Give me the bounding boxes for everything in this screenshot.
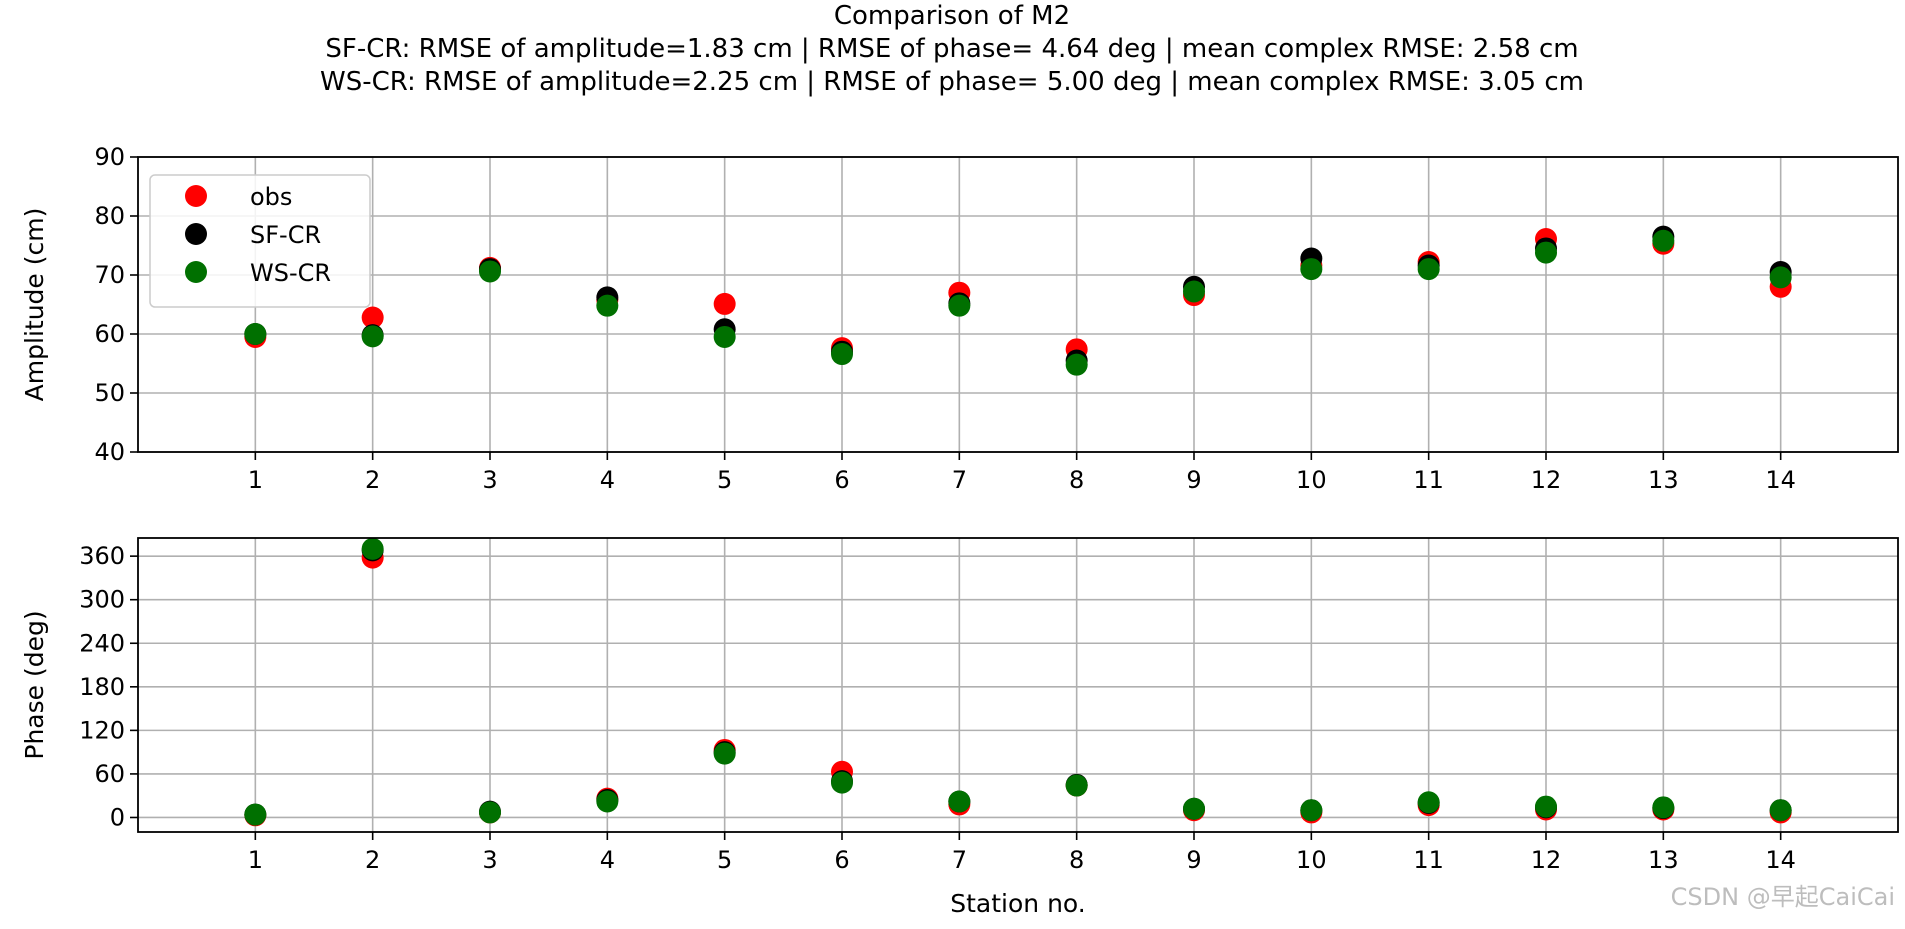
amplitude-point-ws-cr-3 [479, 260, 501, 283]
watermark: CSDN @早起CaiCai [1671, 883, 1895, 911]
amplitude-point-ws-cr-14 [1769, 266, 1792, 289]
phase-point-ws-cr-12 [1535, 795, 1557, 818]
legend-label-obs: obs [250, 183, 292, 211]
amplitude-xtick-label-13: 13 [1648, 466, 1679, 494]
phase-point-ws-cr-6 [831, 771, 853, 794]
amplitude-point-ws-cr-9 [1183, 280, 1205, 303]
phase-ylabel: Phase (deg) [20, 610, 49, 759]
phase-xtick-label-1: 1 [248, 846, 263, 874]
phase-ytick-label-60: 60 [94, 760, 125, 788]
phase-series-ws-cr [244, 537, 1792, 826]
phase-xtick-label-2: 2 [365, 846, 380, 874]
phase-point-ws-cr-5 [713, 742, 736, 765]
amplitude-xtick-label-8: 8 [1069, 466, 1084, 494]
amplitude-ylabel: Amplitude (cm) [20, 208, 49, 402]
amplitude-xtick-label-5: 5 [717, 466, 732, 494]
amplitude-ytick-label-70: 70 [94, 261, 125, 289]
phase-xtick-label-3: 3 [482, 846, 497, 874]
phase-point-ws-cr-14 [1769, 799, 1792, 822]
amplitude-axes-frame [137, 156, 1899, 453]
amplitude-point-ws-cr-1 [244, 323, 267, 345]
legend-marker-obs [185, 185, 207, 207]
amplitude-xtick-label-3: 3 [482, 466, 497, 494]
amplitude-xtick-label-6: 6 [834, 466, 849, 494]
phase-xtick-label-8: 8 [1069, 846, 1084, 874]
amplitude-point-ws-cr-10 [1300, 258, 1323, 281]
phase-xtick-label-5: 5 [717, 846, 732, 874]
phase-ytick-label-0: 0 [110, 803, 125, 831]
phase-point-ws-cr-9 [1183, 797, 1205, 820]
phase-ytick-label-240: 240 [79, 629, 125, 657]
phase-xlabel: Station no. [950, 889, 1085, 918]
phase-series-sf-cr [244, 539, 1792, 826]
phase-xtick-label-6: 6 [834, 846, 849, 874]
legend: obs SF-CR WS-CR [149, 174, 371, 308]
phase-point-ws-cr-8 [1065, 774, 1088, 797]
phase-xtick-label-4: 4 [600, 846, 615, 874]
amplitude-ytick-label-60: 60 [94, 320, 125, 348]
title-line-3: WS-CR: RMSE of amplitude=2.25 cm | RMSE … [320, 67, 1584, 97]
phase-point-ws-cr-3 [479, 801, 501, 824]
phase-ytick-label-300: 300 [79, 586, 125, 614]
phase-xtick-label-10: 10 [1296, 846, 1327, 874]
phase-xtick-label-9: 9 [1186, 846, 1201, 874]
phase-ytick-label-360: 360 [79, 542, 125, 570]
amplitude-point-ws-cr-2 [361, 325, 384, 348]
amplitude-xtick-label-1: 1 [248, 466, 263, 494]
title-line-1: Comparison of M2 [834, 1, 1070, 31]
amplitude-point-ws-cr-8 [1065, 353, 1088, 376]
phase-xtick-label-11: 11 [1413, 846, 1444, 874]
phase-axes-frame [137, 537, 1899, 833]
amplitude-series-obs [244, 228, 1792, 361]
amplitude-xtick-label-4: 4 [600, 466, 615, 494]
amplitude-ytick-label-90: 90 [94, 143, 125, 171]
amplitude-xtick-label-11: 11 [1413, 466, 1444, 494]
figure-title: Comparison of M2 SF-CR: RMSE of amplitud… [320, 1, 1584, 97]
phase-xtick-label-14: 14 [1765, 846, 1796, 874]
amplitude-point-ws-cr-6 [831, 343, 853, 366]
amplitude-point-ws-cr-7 [948, 294, 971, 317]
amplitude-point-ws-cr-12 [1535, 241, 1557, 264]
phase-panel: 1 2 3 4 5 6 7 8 9 10 11 12 13 14060120180240300360Pha… [20, 537, 1899, 918]
phase-point-ws-cr-7 [948, 790, 971, 813]
amplitude-xtick-label-9: 9 [1186, 466, 1201, 494]
amplitude-series-sf-cr [244, 225, 1792, 372]
amplitude-xtick-label-2: 2 [365, 466, 380, 494]
amplitude-point-ws-cr-13 [1652, 229, 1675, 252]
phase-xtick-label-13: 13 [1648, 846, 1679, 874]
amplitude-ytick-label-40: 40 [94, 438, 125, 466]
title-line-2: SF-CR: RMSE of amplitude=1.83 cm | RMSE … [325, 34, 1578, 64]
amplitude-xtick-label-7: 7 [952, 466, 967, 494]
phase-point-ws-cr-11 [1417, 791, 1440, 814]
amplitude-point-obs-2 [361, 306, 384, 329]
legend-marker-sf-cr [185, 223, 207, 245]
amplitude-ytick-label-80: 80 [94, 202, 125, 230]
amplitude-point-ws-cr-11 [1417, 258, 1440, 281]
legend-label-ws-cr: WS-CR [250, 259, 331, 287]
phase-ytick-label-120: 120 [79, 716, 125, 744]
phase-point-ws-cr-10 [1300, 799, 1323, 822]
legend-marker-ws-cr [185, 261, 207, 283]
phase-point-ws-cr-13 [1652, 796, 1675, 819]
phase-xtick-label-7: 7 [952, 846, 967, 874]
phase-point-ws-cr-4 [596, 790, 619, 813]
amplitude-xtick-label-14: 14 [1765, 466, 1796, 494]
legend-label-sf-cr: SF-CR [250, 221, 321, 249]
amplitude-point-ws-cr-4 [596, 294, 619, 317]
phase-point-ws-cr-1 [244, 803, 267, 826]
amplitude-series-ws-cr [244, 229, 1792, 376]
phase-xtick-label-12: 12 [1531, 846, 1562, 874]
amplitude-ytick-label-50: 50 [94, 379, 125, 407]
amplitude-xtick-label-10: 10 [1296, 466, 1327, 494]
amplitude-point-ws-cr-5 [713, 325, 736, 348]
amplitude-point-obs-5 [713, 292, 736, 315]
phase-ytick-label-180: 180 [79, 673, 125, 701]
amplitude-xtick-label-12: 12 [1531, 466, 1562, 494]
phase-point-ws-cr-2 [361, 537, 384, 560]
amplitude-panel: 1 2 3 4 5 6 7 8 9 10 11 12 13 14405060708090Amplitude… [20, 143, 1899, 494]
